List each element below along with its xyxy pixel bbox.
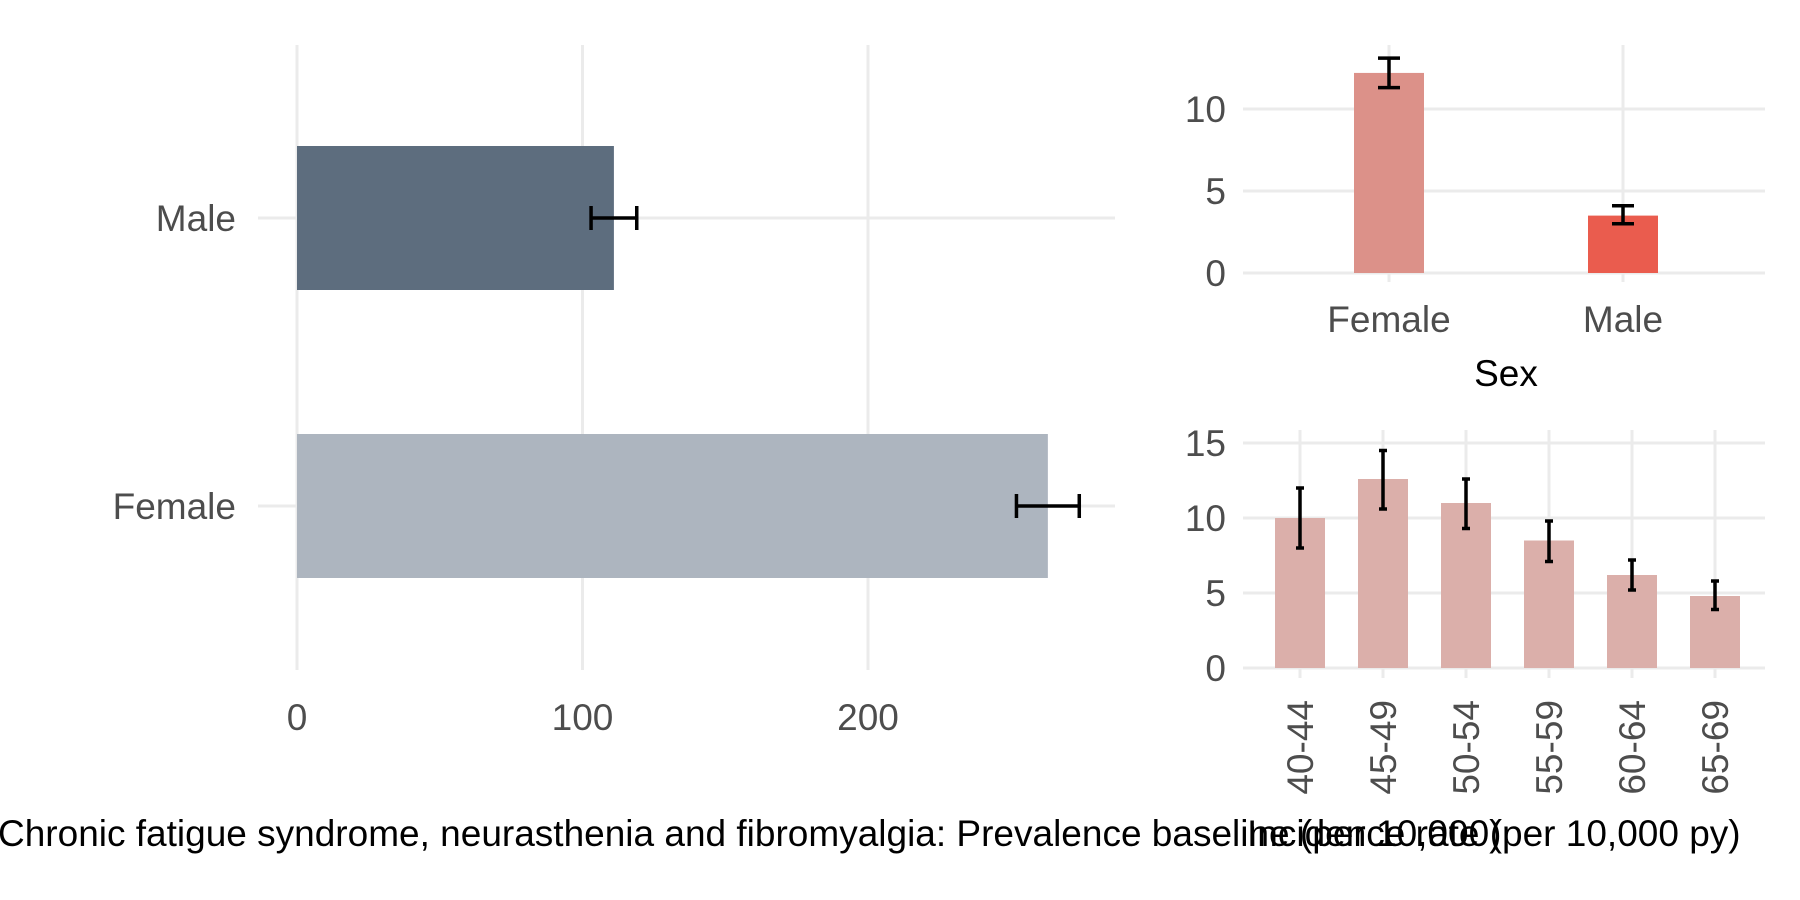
incidence-age-x-tick-label: 60-64 (1612, 700, 1653, 795)
incidence-sex-bar-female (1354, 72, 1424, 273)
incidence-by-age-panel: 0 5 10 15 40-44 45-49 50-54 55-59 60-64 65-69 (1185, 423, 1765, 795)
incidence-sex-error-bar-male (1612, 204, 1634, 226)
incidence-age-x-tick-label: 55-59 (1529, 700, 1570, 795)
incidence-age-x-tick-label: 40-44 (1280, 700, 1321, 795)
incidence-age-y-tick-label: 0 (1205, 648, 1226, 689)
incidence-sex-x-tick-label: Male (1583, 299, 1663, 340)
incidence-age-bar (1441, 503, 1491, 668)
incidence-age-error-bar (1296, 486, 1304, 550)
incidence-sex-y-tick-label: 0 (1205, 253, 1226, 294)
prevalence-y-tick-label: Male (156, 198, 236, 239)
incidence-age-x-tick-label: 45-49 (1363, 700, 1404, 795)
prevalence-x-tick-label: 200 (837, 697, 899, 738)
incidence-age-error-bar (1462, 477, 1470, 531)
prevalence-error-bar-female (1014, 494, 1082, 518)
incidence-age-y-tick-label: 15 (1185, 423, 1226, 464)
incidence-age-error-bar (1379, 448, 1387, 511)
prevalence-bar-male (297, 146, 614, 290)
incidence-age-y-tick-label: 5 (1205, 573, 1226, 614)
prevalence-x-axis-title: Chronic fatigue syndrome, neurasthenia a… (0, 813, 1502, 854)
incidence-sex-x-axis-title: Sex (1474, 353, 1538, 394)
incidence-age-y-tick-label: 10 (1185, 498, 1226, 539)
incidence-age-x-tick-label: 65-69 (1695, 700, 1736, 795)
prevalence-panel: 0 100 200 Male Female (113, 45, 1115, 738)
prevalence-y-tick-label: Female (113, 486, 236, 527)
incidence-by-sex-panel: 0 5 10 Female Male Sex (1185, 45, 1765, 394)
prevalence-bar-female (297, 434, 1048, 578)
incidence-sex-y-tick-label: 10 (1185, 89, 1226, 130)
incidence-age-error-bar (1711, 579, 1719, 612)
incidence-sex-y-tick-label: 5 (1205, 171, 1226, 212)
incidence-age-error-bar (1545, 519, 1553, 564)
prevalence-x-tick-label: 100 (552, 697, 614, 738)
incidence-sex-error-bar-female (1378, 56, 1400, 90)
incidence-age-error-bar (1628, 558, 1636, 592)
incidence-age-x-tick-label: 50-54 (1446, 700, 1487, 795)
prevalence-error-bar-male (589, 206, 639, 230)
incidence-sex-x-tick-label: Female (1327, 299, 1450, 340)
prevalence-x-tick-label: 0 (287, 697, 308, 738)
incidence-age-x-axis-title: Incidence rate (per 10,000 py) (1247, 813, 1741, 854)
